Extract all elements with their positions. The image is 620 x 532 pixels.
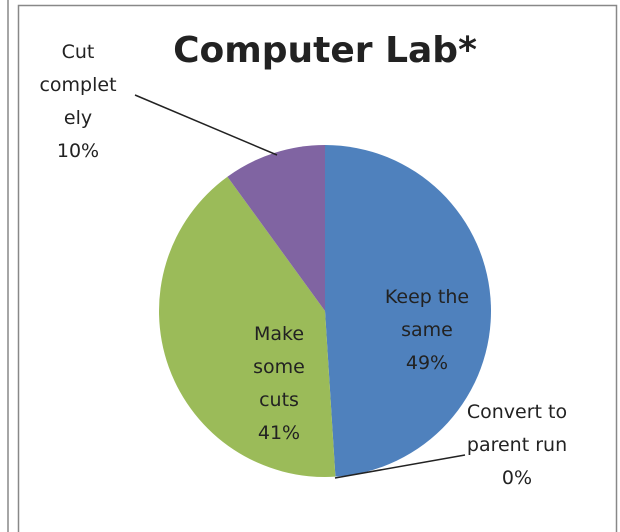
pie-slice <box>227 145 325 311</box>
value-label: 10% <box>56 140 100 162</box>
chart-title: Computer Lab* <box>173 30 477 71</box>
value-label: 41% <box>257 422 301 444</box>
pie-slice <box>159 176 336 477</box>
pie-slice <box>325 145 491 477</box>
category-label: Cut completely <box>39 41 117 129</box>
value-label: 49% <box>405 352 449 374</box>
pie <box>159 145 491 477</box>
data-label: Cut completely 10% <box>28 36 128 168</box>
value-label: 0% <box>501 467 533 489</box>
category-label: Keep the same <box>384 286 470 341</box>
leader-line <box>134 94 278 156</box>
data-label: Convert to parent run 0% <box>462 396 572 495</box>
category-label: Make some cuts <box>253 323 305 411</box>
data-label: Keep the same 49% <box>377 281 477 380</box>
leader-line <box>334 454 466 479</box>
data-label: Make some cuts 41% <box>234 318 324 450</box>
category-label: Convert to parent run <box>466 401 568 456</box>
